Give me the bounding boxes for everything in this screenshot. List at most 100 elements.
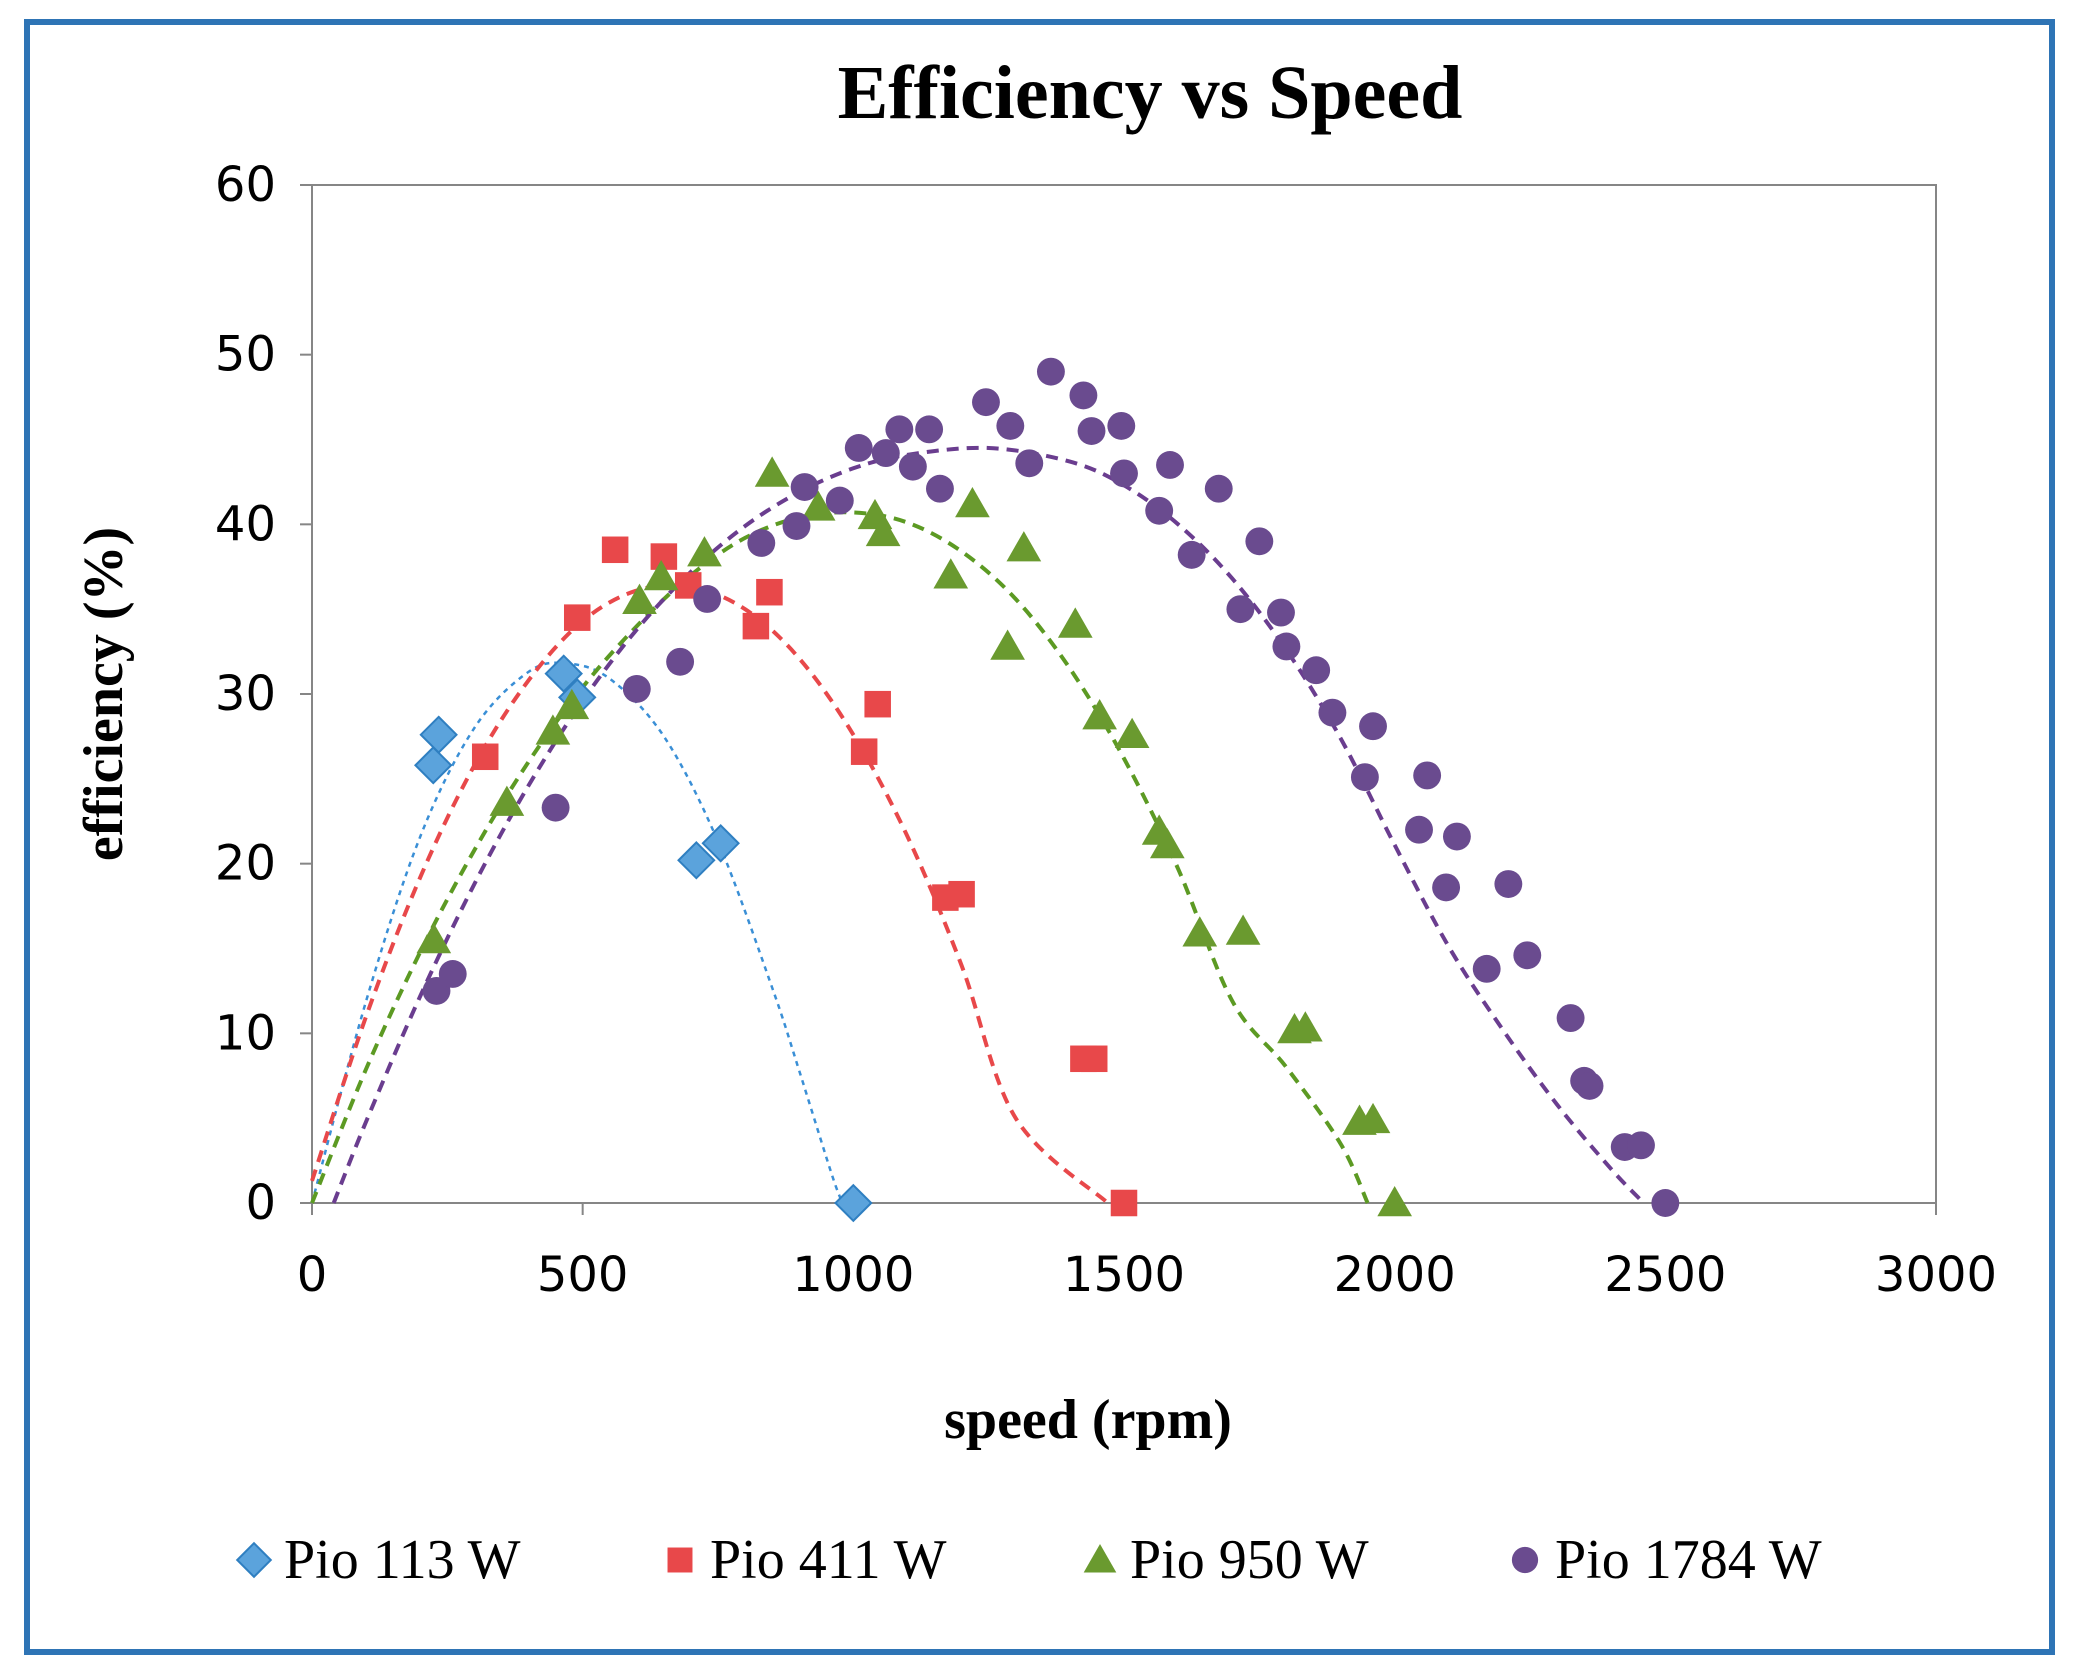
y-tick-label: 30	[215, 666, 276, 722]
data-point	[754, 456, 790, 487]
data-point	[1149, 828, 1185, 859]
data-point	[782, 512, 811, 540]
legend-item: Pio 950 W	[1083, 1529, 1369, 1591]
legend-item: Pio 411 W	[667, 1529, 947, 1591]
data-point	[1182, 916, 1218, 947]
data-point	[1432, 873, 1461, 902]
data-point	[865, 515, 901, 547]
legend-marker	[235, 1541, 273, 1579]
y-tick-label: 40	[215, 496, 276, 552]
data-point	[1288, 1011, 1323, 1042]
data-point	[1069, 381, 1098, 410]
data-point	[677, 841, 716, 880]
data-point	[790, 473, 819, 501]
data-point	[990, 629, 1025, 660]
data-point	[1204, 474, 1233, 503]
x-tick-label: 1500	[1063, 1247, 1185, 1303]
data-point	[1413, 761, 1442, 790]
data-point	[756, 578, 783, 606]
data-point	[1107, 411, 1136, 440]
data-point	[898, 452, 927, 481]
data-point	[1177, 540, 1206, 569]
data-point	[926, 474, 954, 503]
data-point	[1302, 656, 1331, 685]
data-point	[1651, 1189, 1680, 1217]
data-point	[1377, 1186, 1413, 1217]
data-point	[1405, 815, 1433, 844]
data-point	[643, 559, 679, 591]
legend-item: Pio 1784 W	[1511, 1529, 1822, 1591]
legend-label: Pio 950 W	[1130, 1529, 1369, 1591]
data-point	[864, 690, 891, 718]
trendline	[310, 661, 844, 1204]
legend-label: Pio 113 W	[284, 1529, 521, 1591]
data-point	[1145, 496, 1174, 525]
data-point	[1006, 531, 1042, 562]
data-point	[1350, 763, 1379, 792]
data-point	[622, 674, 651, 703]
data-point	[489, 785, 525, 816]
data-point	[850, 738, 878, 765]
x-tick-label: 0	[297, 1247, 328, 1303]
plot-area	[311, 184, 1937, 1204]
y-tick-label: 50	[215, 327, 276, 383]
data-point	[1472, 954, 1501, 983]
data-point	[1226, 595, 1255, 624]
data-point	[544, 654, 583, 693]
data-point	[972, 388, 1000, 417]
data-point	[666, 647, 695, 676]
data-point	[825, 486, 854, 515]
data-point	[915, 415, 944, 444]
data-point	[955, 486, 990, 518]
x-tick-label: 3000	[1875, 1247, 1997, 1303]
legend-label: Pio 411 W	[710, 1529, 947, 1591]
data-point	[416, 923, 452, 954]
data-point	[1114, 717, 1150, 748]
data-point	[1267, 598, 1295, 627]
data-point	[1082, 699, 1117, 730]
y-tick-label: 20	[215, 836, 276, 892]
y-axis-title: efficiency (%)	[73, 527, 135, 861]
data-point	[834, 1183, 873, 1223]
data-point	[844, 434, 873, 462]
legend-item: Pio 113 W	[235, 1529, 521, 1591]
data-point	[535, 714, 571, 745]
data-point	[933, 558, 969, 589]
data-point	[1077, 417, 1106, 445]
data-point	[1057, 607, 1093, 638]
plot-border	[311, 184, 1937, 1204]
data-point	[1015, 449, 1044, 478]
data-point	[1494, 870, 1523, 898]
x-tick-label: 2500	[1604, 1247, 1726, 1303]
x-tick-label: 2000	[1334, 1247, 1456, 1303]
data-point	[541, 793, 570, 822]
data-point	[693, 585, 722, 613]
data-point	[1080, 1045, 1108, 1073]
data-point	[622, 583, 657, 614]
data-point	[1245, 527, 1274, 556]
data-point	[1359, 712, 1387, 741]
axis-ticks: 0 500 1000 1500 2000 2500 3000 0 10 20 30 40 50 60	[215, 157, 1997, 1303]
data-point	[1627, 1131, 1655, 1160]
x-tick-label: 500	[537, 1247, 629, 1303]
data-point	[1513, 941, 1542, 970]
data-point	[438, 960, 467, 988]
data-point	[1036, 357, 1065, 386]
data-point	[687, 536, 722, 567]
data-point	[1556, 1004, 1585, 1033]
y-tick-label: 60	[215, 157, 276, 213]
data-point	[1355, 1102, 1391, 1134]
data-point	[563, 604, 591, 631]
y-tick-label: 0	[245, 1175, 276, 1231]
legend: Pio 113 W Pio 411 W Pio 950 W Pio 1784 W	[235, 1529, 1822, 1591]
data-point	[948, 880, 975, 908]
data-point	[1442, 822, 1471, 851]
legend-label: Pio 1784 W	[1555, 1529, 1822, 1591]
x-axis-title: speed (rpm)	[944, 1389, 1232, 1451]
data-point	[601, 536, 629, 564]
data-point	[871, 439, 900, 468]
legend-marker	[667, 1547, 693, 1573]
data-point	[1575, 1071, 1604, 1100]
data-point	[1110, 459, 1138, 488]
